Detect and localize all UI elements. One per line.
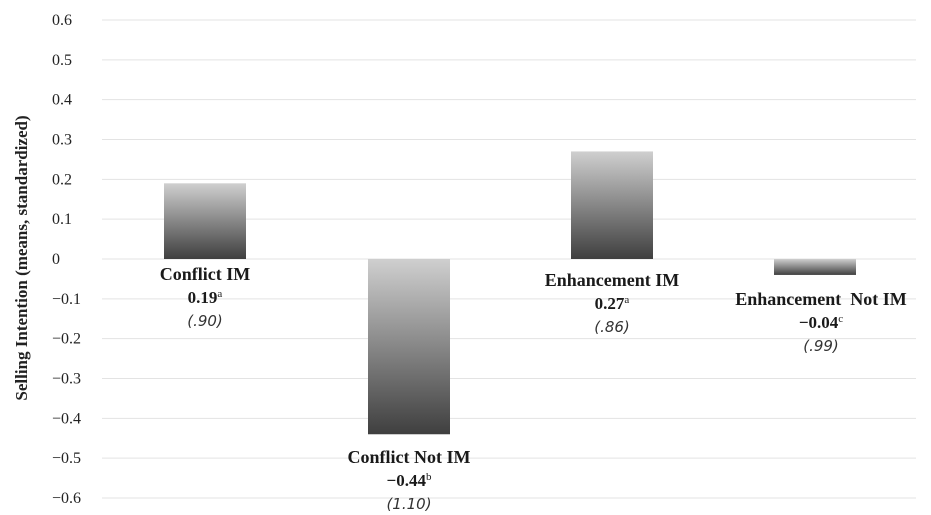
value-label: 0.27a — [595, 294, 630, 313]
significance-superscript: b — [426, 471, 432, 483]
bar — [774, 259, 856, 275]
y-tick-label: 0.6 — [52, 12, 72, 29]
y-tick-label: −0.6 — [52, 490, 81, 507]
y-tick-label: 0.3 — [52, 132, 72, 149]
category-label: Conflict IM — [160, 264, 250, 284]
significance-superscript: a — [624, 294, 629, 306]
y-tick-label: −0.4 — [52, 410, 81, 427]
y-tick-label: −0.1 — [52, 291, 81, 308]
significance-superscript: a — [217, 288, 222, 300]
bar — [164, 183, 246, 259]
category-label: Enhancement Not IM — [735, 289, 907, 309]
category-label: Conflict Not IM — [348, 447, 471, 467]
bars — [164, 151, 856, 435]
y-tick-label: −0.2 — [52, 331, 81, 348]
y-tick-label: −0.5 — [52, 450, 81, 467]
y-tick-label: 0.1 — [52, 211, 72, 228]
y-tick-label: −0.3 — [52, 371, 81, 388]
y-axis-label: Selling Intention (means, standardized) — [12, 115, 31, 400]
value-label: −0.44b — [387, 471, 432, 490]
value-label: 0.19a — [188, 288, 223, 307]
sd-label: (.86) — [594, 318, 630, 336]
category-label: Enhancement IM — [545, 270, 680, 290]
bar — [571, 151, 653, 259]
sd-label: (.90) — [187, 312, 223, 330]
y-axis-ticks: 0.6 0.5 0.4 0.3 0.2 0.1 0 −0.1 −0.2 −0.3 −0.4 −0.5 −… — [52, 12, 81, 507]
y-tick-label: 0 — [52, 251, 60, 268]
sd-label: (.99) — [803, 337, 839, 355]
y-tick-label: 0.2 — [52, 171, 72, 188]
y-tick-label: 0.4 — [52, 92, 72, 109]
bar-labels: Conflict IM 0.19a (.90) Conflict Not IM −0.4… — [160, 264, 907, 513]
value-label: −0.04c — [799, 313, 843, 332]
sd-label: (1.10) — [386, 495, 431, 513]
significance-superscript: c — [838, 313, 843, 325]
y-tick-label: 0.5 — [52, 52, 72, 69]
bar — [368, 259, 450, 435]
